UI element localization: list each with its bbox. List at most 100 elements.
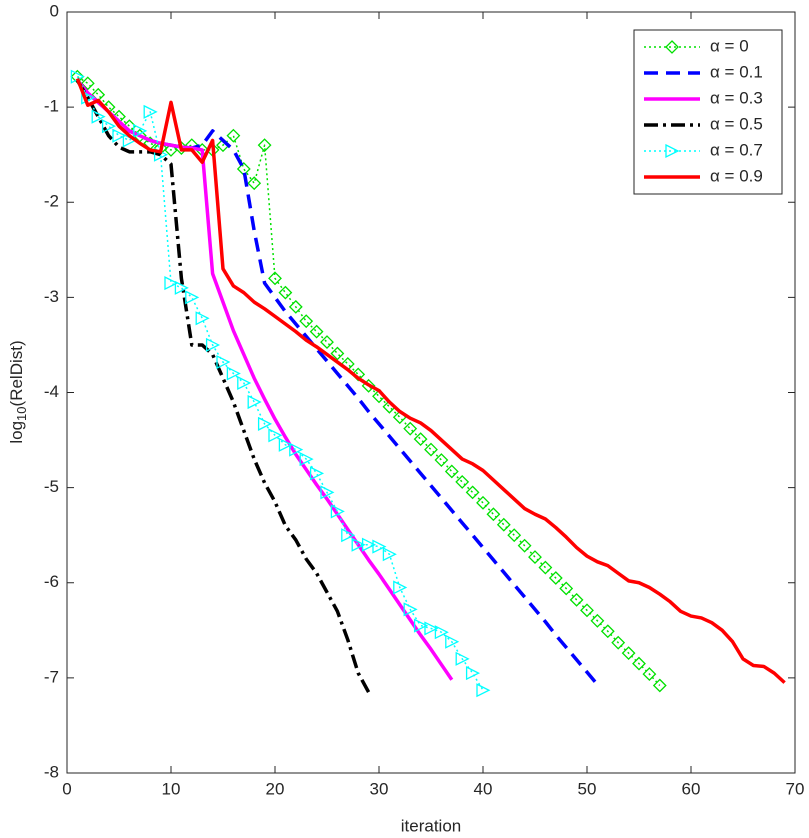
marker (611, 635, 626, 650)
marker (621, 646, 636, 661)
marker (507, 528, 522, 543)
marker (632, 656, 646, 671)
legend-label: α = 0.3 (710, 88, 763, 107)
series-line (76, 79, 454, 681)
marker (257, 416, 273, 431)
marker (143, 104, 158, 119)
marker (393, 580, 408, 595)
x-tick-label: 30 (370, 779, 389, 798)
y-axis-label: log10(RelDist) (7, 340, 29, 443)
y-tick-label: 0 (50, 1, 59, 20)
series-line (76, 76, 661, 686)
marker (665, 40, 679, 54)
y-tick-label: -6 (44, 572, 59, 591)
marker (642, 667, 657, 681)
legend-label: α = 0.5 (710, 114, 763, 133)
marker (413, 618, 429, 633)
marker (112, 128, 127, 143)
marker (528, 550, 542, 564)
x-tick-label: 70 (786, 779, 805, 798)
marker (205, 337, 221, 352)
legend-label: α = 0 (710, 36, 749, 55)
x-axis-label: iteration (401, 816, 461, 835)
marker (517, 538, 532, 553)
marker (424, 621, 439, 636)
marker (341, 528, 356, 543)
y-tick-label: -4 (44, 382, 59, 401)
y-tick-label: -7 (44, 667, 59, 686)
marker (486, 507, 501, 522)
marker (133, 123, 148, 138)
marker (91, 109, 106, 124)
marker (465, 666, 481, 681)
marker (278, 285, 293, 300)
marker (652, 678, 667, 693)
series-line (75, 77, 786, 684)
series-line (75, 79, 371, 693)
y-tick-label: -8 (44, 762, 59, 781)
legend-label: α = 0.1 (710, 62, 763, 81)
marker (496, 517, 511, 532)
marker (268, 428, 283, 443)
marker (247, 176, 262, 191)
x-tick-label: 10 (162, 779, 181, 798)
marker (476, 495, 490, 510)
marker (288, 299, 303, 314)
series-line (76, 79, 599, 686)
marker (330, 346, 345, 361)
marker (455, 474, 470, 489)
y-tick-label: -3 (44, 287, 59, 306)
marker (289, 442, 304, 457)
marker (299, 314, 314, 329)
marker (559, 581, 574, 596)
marker (580, 603, 594, 618)
marker (226, 366, 241, 381)
marker (569, 592, 584, 607)
marker (445, 634, 460, 649)
marker (455, 651, 470, 666)
marker (164, 276, 179, 291)
series-line (76, 76, 484, 691)
marker (372, 539, 387, 554)
marker (434, 625, 449, 640)
marker (80, 76, 95, 91)
y-tick-label: -1 (44, 97, 59, 116)
marker (538, 560, 553, 575)
marker (309, 324, 324, 339)
x-tick-label: 50 (578, 779, 597, 798)
x-tick-label: 40 (474, 779, 493, 798)
y-label-base: log (7, 421, 26, 444)
x-tick-label: 60 (682, 779, 701, 798)
marker (247, 394, 262, 410)
marker (237, 375, 252, 391)
x-tick-label: 20 (266, 779, 285, 798)
marker (330, 504, 345, 519)
marker (382, 547, 397, 562)
y-tick-label: -2 (44, 192, 59, 211)
marker (309, 466, 325, 481)
marker (101, 119, 117, 134)
marker (320, 335, 334, 350)
marker (278, 437, 293, 452)
marker (424, 442, 438, 457)
marker (403, 421, 418, 436)
legend-label: α = 0.9 (710, 166, 763, 185)
y-tick-label: -5 (44, 477, 59, 496)
x-tick-label: 0 (62, 779, 71, 798)
y-label-rest: (RelDist) (7, 340, 26, 406)
marker (216, 355, 231, 370)
marker (185, 290, 200, 305)
marker (444, 464, 459, 479)
marker (600, 624, 615, 639)
marker (174, 280, 189, 295)
marker (299, 452, 314, 467)
marker (268, 271, 282, 286)
marker (465, 485, 480, 500)
marker (590, 613, 605, 628)
marker (351, 367, 366, 382)
marker (361, 537, 377, 552)
plot-frame (66, 11, 796, 774)
y-label-sub: 10 (14, 406, 29, 420)
legend-label: α = 0.7 (710, 140, 763, 159)
